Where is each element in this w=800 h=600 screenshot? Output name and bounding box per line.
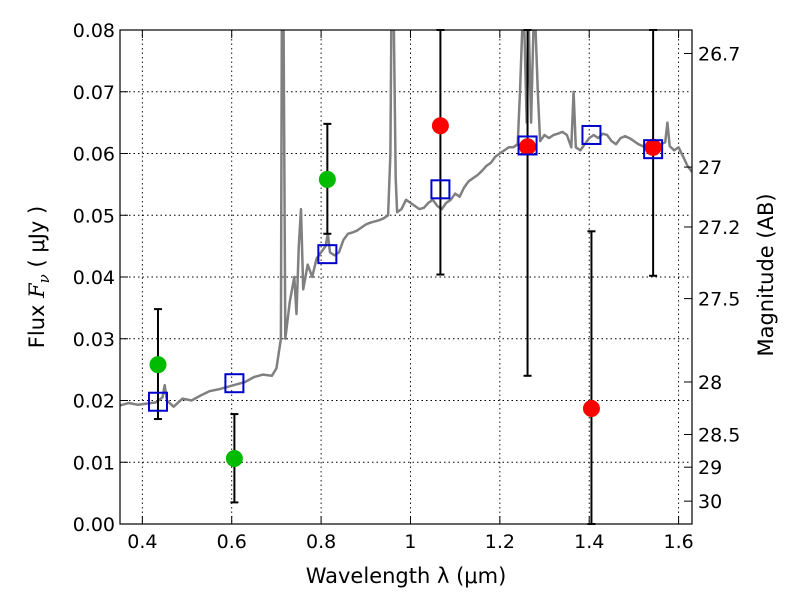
model-spectrum (120, 30, 692, 408)
y-axis-label-subscript: ν (35, 274, 53, 283)
model-square-marker (317, 244, 338, 265)
data-point-marker (431, 117, 449, 135)
y-tick-label: 0.08 (73, 20, 115, 42)
data-markers (147, 117, 664, 468)
axis-ticks: 0.4 0.6 0.8 1 1.2 1.4 1.6 0.00 0.01 0.02 0.03 0.04 0… (73, 20, 741, 553)
right-tick-label: 29 (698, 457, 722, 479)
spectrum-line (120, 30, 692, 408)
data-point-marker (582, 400, 600, 418)
x-tick-label: 1 (404, 531, 416, 553)
x-tick-label: 1.6 (663, 531, 693, 553)
y-tick-label: 0.00 (73, 514, 115, 536)
model-square-marker (643, 139, 664, 160)
model-square-marker (581, 124, 602, 145)
y-tick-label: 0.02 (73, 391, 115, 413)
x-tick-label: 1.4 (574, 531, 604, 553)
y-tick-label: 0.01 (73, 452, 115, 474)
data-point-marker (644, 138, 662, 156)
x-tick-label: 1.2 (485, 531, 515, 553)
x-axis-label: Wavelength λ (μm) (306, 564, 507, 588)
data-point-marker (318, 170, 336, 188)
model-square-marker (430, 179, 451, 200)
right-tick-label: 27.2 (698, 217, 740, 239)
y-axis-label-symbol: F (25, 282, 49, 299)
y-tick-label: 0.05 (73, 205, 115, 227)
right-axis-label: Magnitude (AB) (754, 193, 778, 356)
y-tick-label: 0.03 (73, 329, 115, 351)
y-axis-label: Flux Fν ( μJy ) (25, 206, 53, 348)
y-tick-label: 0.06 (73, 144, 115, 166)
y-tick-label: 0.07 (73, 82, 115, 104)
x-tick-label: 0.4 (127, 531, 157, 553)
right-tick-label: 27.5 (698, 289, 740, 311)
right-tick-label: 30 (698, 491, 722, 513)
grid (120, 29, 692, 525)
data-point-marker (519, 138, 537, 156)
y-axis-label-suffix: ( μJy ) (25, 206, 49, 274)
data-point-marker (149, 356, 167, 374)
right-tick-label: 28.5 (698, 424, 740, 446)
model-square-marker (224, 373, 245, 394)
x-tick-label: 0.6 (217, 531, 247, 553)
model-square-marker (147, 391, 168, 412)
y-tick-label: 0.04 (73, 267, 115, 289)
right-tick-label: 26.7 (698, 43, 740, 65)
right-tick-label: 27 (698, 157, 722, 179)
x-tick-label: 0.8 (306, 531, 336, 553)
y-axis-label-prefix: Flux (25, 298, 49, 348)
data-point-marker (225, 450, 243, 468)
right-tick-label: 28 (698, 372, 722, 394)
model-square-marker (517, 135, 538, 156)
